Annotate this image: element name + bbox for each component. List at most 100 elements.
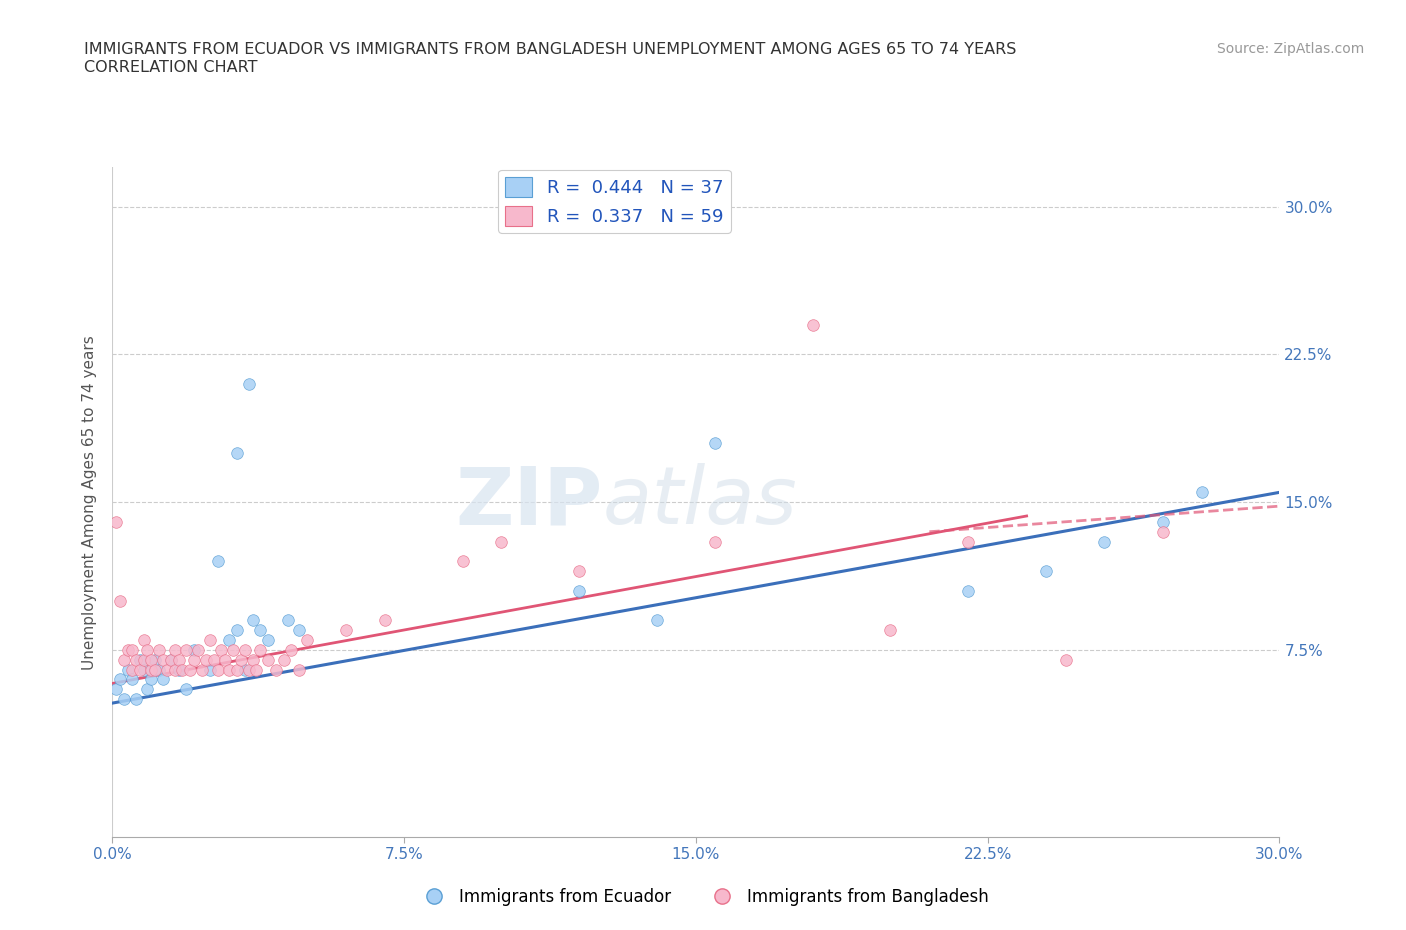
Point <box>198 632 221 647</box>
Point <box>276 613 298 628</box>
Point <box>238 662 260 677</box>
Point <box>143 652 166 667</box>
Point <box>1092 534 1115 549</box>
Point <box>191 662 214 677</box>
Text: ZIP: ZIP <box>456 463 603 541</box>
Point <box>105 682 128 697</box>
Point <box>491 534 513 549</box>
Point <box>125 692 148 707</box>
Point <box>202 652 225 667</box>
Point <box>1054 652 1077 667</box>
Point <box>112 652 135 667</box>
Point <box>214 652 236 667</box>
Point <box>148 643 170 658</box>
Point <box>198 662 221 677</box>
Point <box>245 662 267 677</box>
Point <box>179 662 201 677</box>
Point <box>1152 514 1174 529</box>
Point <box>117 662 139 677</box>
Point <box>132 662 155 677</box>
Point <box>568 564 591 578</box>
Point <box>568 583 591 598</box>
Point <box>183 652 205 667</box>
Point <box>156 662 179 677</box>
Point <box>128 662 150 677</box>
Point <box>132 652 155 667</box>
Point <box>112 692 135 707</box>
Point <box>141 672 163 687</box>
Point <box>167 652 190 667</box>
Point <box>233 662 256 677</box>
Point <box>249 623 271 638</box>
Point <box>143 662 166 677</box>
Point <box>242 652 264 667</box>
Point <box>295 632 318 647</box>
Point <box>132 632 155 647</box>
Point <box>238 377 260 392</box>
Point <box>152 672 174 687</box>
Point <box>136 682 159 697</box>
Point <box>957 583 980 598</box>
Point <box>163 643 186 658</box>
Point <box>136 643 159 658</box>
Point <box>125 652 148 667</box>
Point <box>374 613 396 628</box>
Point <box>160 652 183 667</box>
Point <box>187 643 209 658</box>
Point <box>1152 525 1174 539</box>
Point <box>207 554 229 569</box>
Legend: R =  0.444   N = 37, R =  0.337   N = 59: R = 0.444 N = 37, R = 0.337 N = 59 <box>498 170 731 233</box>
Point <box>451 554 474 569</box>
Point <box>257 652 280 667</box>
Point <box>110 672 132 687</box>
Point <box>163 662 186 677</box>
Point <box>209 643 232 658</box>
Point <box>148 662 170 677</box>
Point <box>801 317 824 332</box>
Legend: Immigrants from Ecuador, Immigrants from Bangladesh: Immigrants from Ecuador, Immigrants from… <box>411 881 995 912</box>
Point <box>264 662 287 677</box>
Y-axis label: Unemployment Among Ages 65 to 74 years: Unemployment Among Ages 65 to 74 years <box>82 335 97 670</box>
Point <box>335 623 357 638</box>
Text: Source: ZipAtlas.com: Source: ZipAtlas.com <box>1216 42 1364 56</box>
Text: CORRELATION CHART: CORRELATION CHART <box>84 60 257 75</box>
Point <box>879 623 901 638</box>
Point <box>128 652 150 667</box>
Point <box>226 445 249 460</box>
Point <box>280 643 302 658</box>
Point <box>273 652 295 667</box>
Point <box>176 682 198 697</box>
Point <box>226 623 249 638</box>
Point <box>167 662 190 677</box>
Text: IMMIGRANTS FROM ECUADOR VS IMMIGRANTS FROM BANGLADESH UNEMPLOYMENT AMONG AGES 65: IMMIGRANTS FROM ECUADOR VS IMMIGRANTS FR… <box>84 42 1017 57</box>
Point <box>152 652 174 667</box>
Point <box>207 662 229 677</box>
Point <box>957 534 980 549</box>
Point <box>249 643 271 658</box>
Point <box>226 662 249 677</box>
Point <box>176 643 198 658</box>
Point <box>242 613 264 628</box>
Point <box>704 534 727 549</box>
Point <box>218 632 240 647</box>
Point <box>1191 485 1213 499</box>
Point <box>257 632 280 647</box>
Point <box>183 643 205 658</box>
Point <box>121 672 143 687</box>
Point <box>704 435 727 450</box>
Point <box>141 652 163 667</box>
Point <box>121 643 143 658</box>
Point <box>218 662 240 677</box>
Point <box>105 514 128 529</box>
Point <box>160 652 183 667</box>
Point <box>110 593 132 608</box>
Point <box>645 613 668 628</box>
Point <box>194 652 217 667</box>
Point <box>121 662 143 677</box>
Point <box>1035 564 1057 578</box>
Point <box>288 662 311 677</box>
Point <box>288 623 311 638</box>
Point <box>141 662 163 677</box>
Point <box>222 643 245 658</box>
Point <box>172 662 194 677</box>
